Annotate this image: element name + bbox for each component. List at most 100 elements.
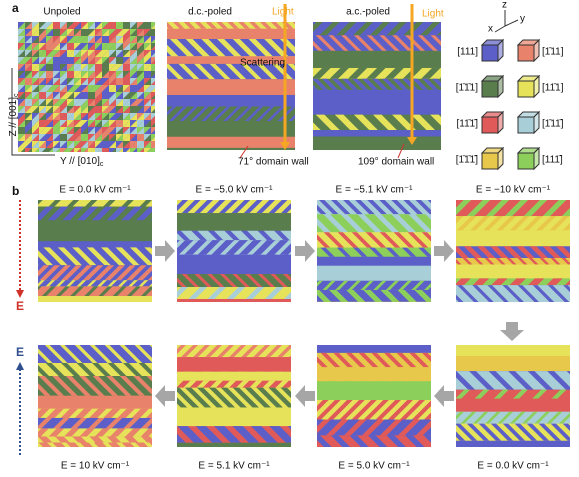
domain xyxy=(60,148,67,152)
domain xyxy=(32,50,39,57)
domain xyxy=(460,411,477,424)
cube-side xyxy=(533,110,540,135)
domain xyxy=(59,345,83,363)
domain xyxy=(32,43,39,50)
field-label: E xyxy=(16,299,24,313)
domain xyxy=(299,29,314,39)
domain xyxy=(137,36,144,43)
domain xyxy=(119,345,143,363)
domain xyxy=(300,372,318,381)
domain xyxy=(149,345,152,348)
domain xyxy=(255,298,267,302)
domain xyxy=(102,78,109,85)
domain xyxy=(317,356,328,368)
domain xyxy=(371,352,392,368)
domain xyxy=(195,426,223,443)
domain xyxy=(350,50,377,68)
domain xyxy=(417,35,438,51)
domain xyxy=(463,246,483,258)
domain xyxy=(121,206,143,221)
domain xyxy=(95,120,102,127)
annotation: 71° domain wall xyxy=(238,157,309,168)
domain xyxy=(527,278,545,286)
domain-image xyxy=(167,22,314,150)
domain xyxy=(144,57,151,64)
domain xyxy=(46,436,62,443)
domain xyxy=(46,106,53,113)
domain xyxy=(38,280,42,284)
domain xyxy=(67,22,74,29)
domain xyxy=(539,257,550,265)
domain xyxy=(137,85,144,92)
domain xyxy=(61,265,82,281)
domain xyxy=(351,301,358,302)
domain xyxy=(18,106,25,113)
domain xyxy=(60,408,79,418)
domain xyxy=(137,127,144,134)
domain xyxy=(144,134,151,141)
domain xyxy=(108,200,128,207)
legend-label: [11̄1̄] xyxy=(457,119,479,130)
domain xyxy=(522,285,550,302)
domain xyxy=(116,141,123,148)
domain xyxy=(151,67,155,71)
domain xyxy=(430,35,441,46)
domain xyxy=(145,200,152,207)
domain xyxy=(109,134,116,141)
domain-band xyxy=(167,79,295,96)
domain xyxy=(18,22,25,29)
scattering-label: Scattering xyxy=(240,58,285,69)
domain xyxy=(259,22,272,29)
domain xyxy=(57,220,81,235)
domain xyxy=(157,357,177,372)
domain xyxy=(173,121,194,137)
domain xyxy=(130,64,137,71)
domain xyxy=(509,411,526,424)
domain xyxy=(144,71,151,78)
domain xyxy=(134,345,152,363)
domain xyxy=(70,417,88,429)
domain xyxy=(421,352,431,362)
domain xyxy=(475,371,508,390)
domain xyxy=(461,22,484,35)
domain xyxy=(137,92,144,99)
domain xyxy=(213,230,234,241)
domain xyxy=(244,387,271,408)
domain xyxy=(376,22,400,36)
domain xyxy=(546,278,563,286)
domain xyxy=(46,43,53,50)
domain xyxy=(509,278,526,286)
domain xyxy=(67,127,74,134)
domain xyxy=(109,36,116,43)
domain xyxy=(119,148,123,152)
domain xyxy=(219,200,238,214)
domain xyxy=(84,148,88,152)
domain xyxy=(46,141,53,148)
domain xyxy=(130,141,137,148)
domain xyxy=(366,67,386,79)
domain xyxy=(130,106,137,113)
domain xyxy=(144,36,151,43)
domain xyxy=(206,200,226,214)
domain xyxy=(551,389,567,399)
domain xyxy=(25,106,32,113)
domain xyxy=(46,99,53,106)
domain xyxy=(295,353,315,367)
domain xyxy=(392,381,423,401)
domain xyxy=(550,200,570,217)
domain-band xyxy=(317,280,431,291)
domain xyxy=(88,71,95,78)
domain xyxy=(88,36,95,43)
domain xyxy=(177,254,204,275)
domain xyxy=(130,29,137,36)
domain xyxy=(456,377,469,390)
domain xyxy=(123,64,130,71)
domain xyxy=(317,419,324,427)
domain xyxy=(255,106,275,122)
domain xyxy=(190,106,209,122)
domain xyxy=(130,22,137,29)
domain xyxy=(456,431,466,441)
domain xyxy=(143,395,152,405)
domain xyxy=(109,71,116,78)
domain xyxy=(456,230,477,247)
